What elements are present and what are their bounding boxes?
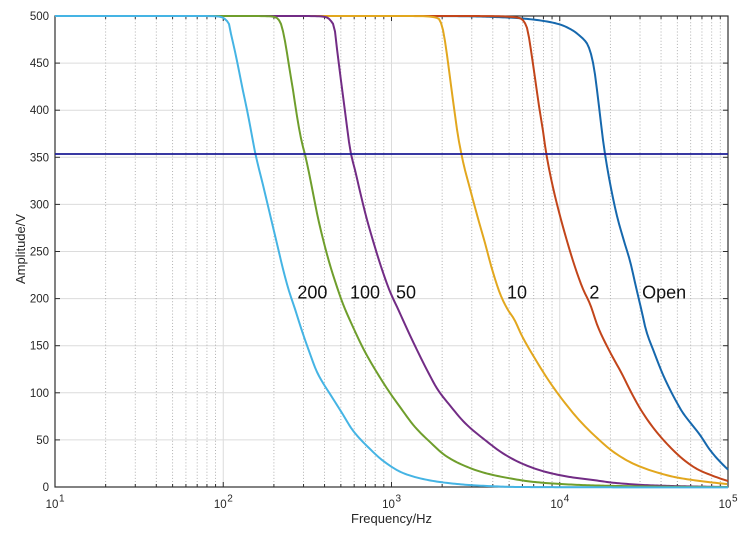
svg-text:300: 300 xyxy=(30,199,49,211)
svg-text:0: 0 xyxy=(43,482,49,494)
svg-text:2: 2 xyxy=(227,494,233,505)
svg-text:4: 4 xyxy=(564,494,570,505)
svg-text:Open: Open xyxy=(642,283,686,303)
svg-text:3: 3 xyxy=(396,494,402,505)
svg-text:200: 200 xyxy=(30,294,49,306)
svg-text:10: 10 xyxy=(382,499,395,511)
svg-text:400: 400 xyxy=(30,105,49,117)
svg-text:100: 100 xyxy=(350,283,380,303)
svg-text:450: 450 xyxy=(30,58,49,70)
svg-text:150: 150 xyxy=(30,341,49,353)
svg-text:1: 1 xyxy=(59,494,65,505)
svg-text:10: 10 xyxy=(214,499,227,511)
svg-text:250: 250 xyxy=(30,247,49,259)
svg-text:200: 200 xyxy=(297,283,327,303)
svg-text:350: 350 xyxy=(30,152,49,164)
svg-text:10: 10 xyxy=(550,499,563,511)
svg-text:Amplitude/V: Amplitude/V xyxy=(13,214,28,284)
svg-text:2: 2 xyxy=(589,283,599,303)
svg-text:500: 500 xyxy=(30,11,49,23)
svg-text:100: 100 xyxy=(30,388,49,400)
svg-text:10: 10 xyxy=(507,283,527,303)
svg-text:Frequency/Hz: Frequency/Hz xyxy=(351,511,432,526)
svg-text:10: 10 xyxy=(719,499,732,511)
svg-text:50: 50 xyxy=(396,283,416,303)
svg-text:50: 50 xyxy=(36,435,49,447)
svg-text:5: 5 xyxy=(732,494,738,505)
svg-text:10: 10 xyxy=(46,499,59,511)
